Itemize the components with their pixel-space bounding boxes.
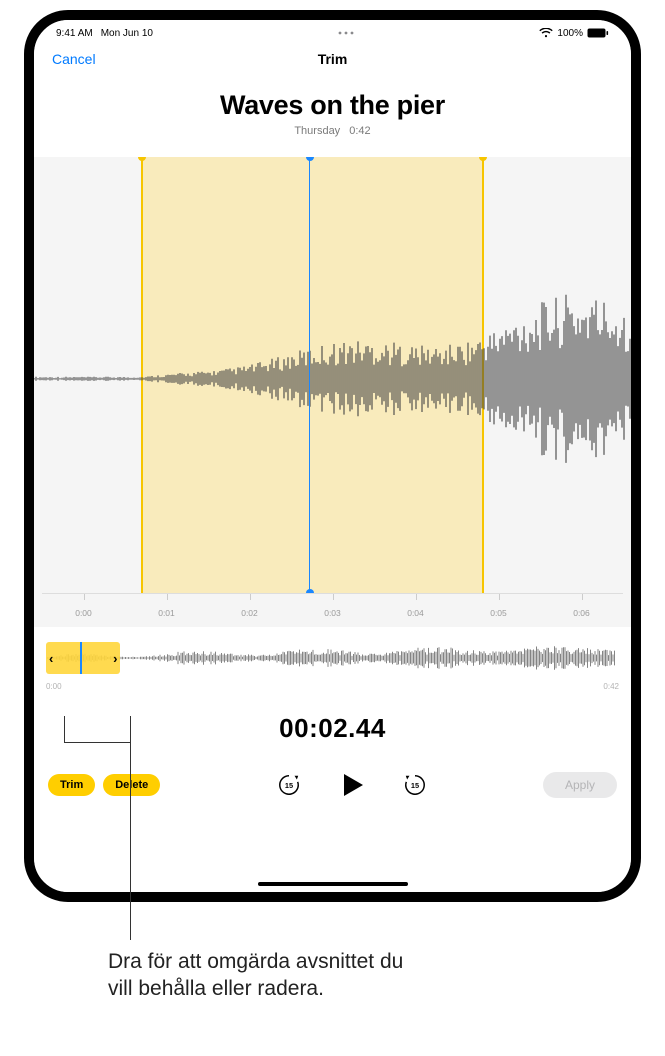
time-tick: 0:02 — [208, 593, 291, 618]
trim-button[interactable]: Trim — [48, 774, 95, 796]
time-tick: 0:05 — [457, 593, 540, 618]
callout-line — [130, 742, 131, 940]
apply-button[interactable]: Apply — [543, 772, 617, 798]
waveform-panel[interactable]: 0:000:010:020:030:040:050:06 — [34, 157, 631, 627]
overview-handle-right-icon[interactable]: › — [113, 652, 117, 665]
nav-title: Trim — [318, 51, 348, 67]
skip-forward-15-icon[interactable]: 15 — [403, 773, 427, 797]
overview-playhead[interactable] — [80, 642, 82, 674]
time-ruler: 0:000:010:020:030:040:050:06 — [34, 593, 631, 627]
overview-selection[interactable]: ‹ › — [46, 642, 120, 674]
cancel-button[interactable]: Cancel — [52, 51, 96, 67]
status-date: Mon Jun 10 — [101, 28, 153, 39]
playhead[interactable] — [309, 157, 311, 593]
overview-ticks: 0:00 0:42 — [46, 682, 619, 691]
callout-text: Dra för att omgärda avsnittet du vill be… — [108, 948, 408, 1003]
status-bar: 9:41 AM Mon Jun 10 100% — [34, 20, 631, 42]
overview-start-label: 0:00 — [46, 682, 62, 691]
screen: 9:41 AM Mon Jun 10 100% Cancel Trim — [34, 20, 631, 892]
battery-icon — [587, 28, 609, 38]
time-tick: 0:00 — [42, 593, 125, 618]
time-tick: 0:03 — [291, 593, 374, 618]
time-tick: 0:04 — [374, 593, 457, 618]
overview-handle-left-icon[interactable]: ‹ — [49, 652, 53, 665]
delete-button[interactable]: Delete — [103, 774, 160, 796]
multitask-dots-icon[interactable] — [335, 28, 357, 38]
ipad-frame: 9:41 AM Mon Jun 10 100% Cancel Trim — [24, 10, 641, 902]
waveform-icon — [34, 269, 631, 489]
wifi-icon — [539, 28, 553, 38]
play-button[interactable] — [337, 770, 367, 800]
nav-bar: Cancel Trim — [34, 42, 631, 76]
time-tick: 0:06 — [540, 593, 623, 618]
callout-line — [130, 716, 131, 742]
controls-row: Trim Delete 15 15 Apply — [48, 770, 617, 800]
recording-title: Waves on the pier — [34, 90, 631, 121]
overview-waveform-icon — [46, 645, 616, 671]
status-time: 9:41 AM — [56, 28, 93, 39]
battery-percent: 100% — [557, 28, 583, 39]
overview-end-label: 0:42 — [603, 682, 619, 691]
time-tick: 0:01 — [125, 593, 208, 618]
svg-text:15: 15 — [285, 781, 293, 790]
callout-line — [64, 716, 65, 742]
overview-strip[interactable]: ‹ › 0:00 0:42 — [46, 645, 619, 685]
recording-day: Thursday — [294, 125, 340, 137]
callout-line — [64, 742, 130, 743]
recording-duration: 0:42 — [349, 125, 370, 137]
home-indicator[interactable] — [258, 882, 408, 886]
skip-back-15-icon[interactable]: 15 — [277, 773, 301, 797]
recording-header: Waves on the pier Thursday 0:42 — [34, 90, 631, 137]
playback-time: 00:02.44 — [34, 713, 631, 744]
svg-text:15: 15 — [411, 781, 419, 790]
